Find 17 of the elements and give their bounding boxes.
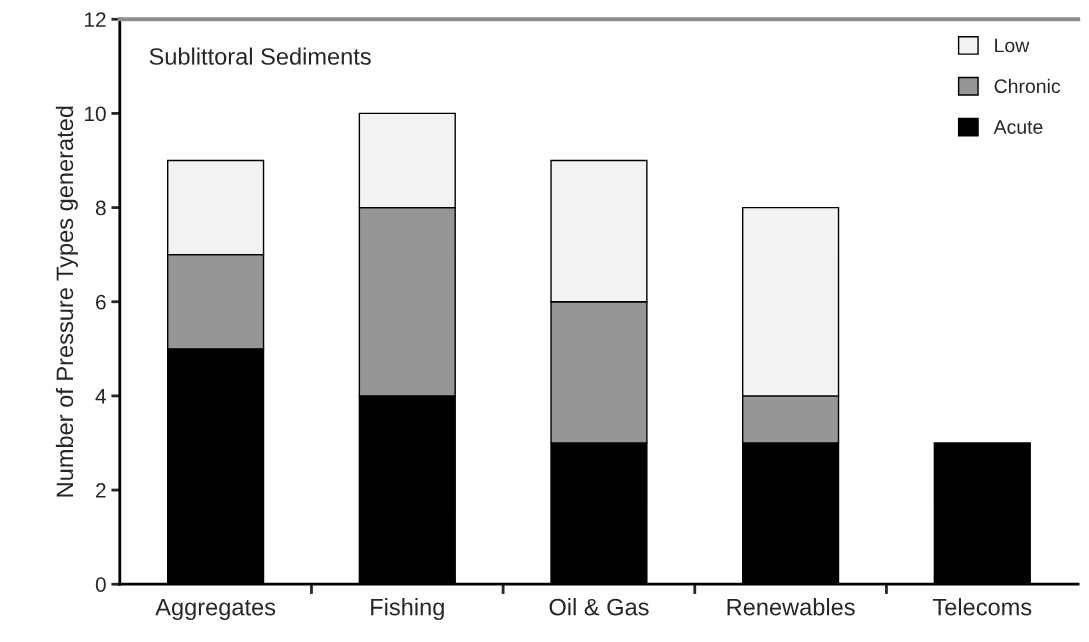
legend-label: Low (995, 38, 1030, 53)
x-tick-label: Renewables (727, 598, 855, 616)
legend-label: Chronic (994, 78, 1061, 94)
text: Sublittoral Sediments (149, 47, 371, 65)
y-tick-label: 2 (96, 483, 106, 498)
x-tick-label: Fishing (371, 598, 444, 621)
x-tick-label: Aggregates (155, 598, 276, 621)
y-tick-label: 8 (95, 200, 106, 216)
y-axis-title: Number of Pressure Types generated (55, 106, 78, 497)
y-tick-label: 6 (96, 294, 106, 310)
legend-label: Acute (993, 120, 1043, 134)
x-tick-label: Telecoms (932, 598, 1032, 616)
y-tick-label: 4 (95, 389, 106, 404)
y-tick-label: 12 (85, 12, 106, 27)
y-tick-label: 10 (85, 106, 106, 122)
y-tick-label: 0 (95, 577, 106, 592)
x-tick-label: Oil & Gas (549, 598, 649, 616)
